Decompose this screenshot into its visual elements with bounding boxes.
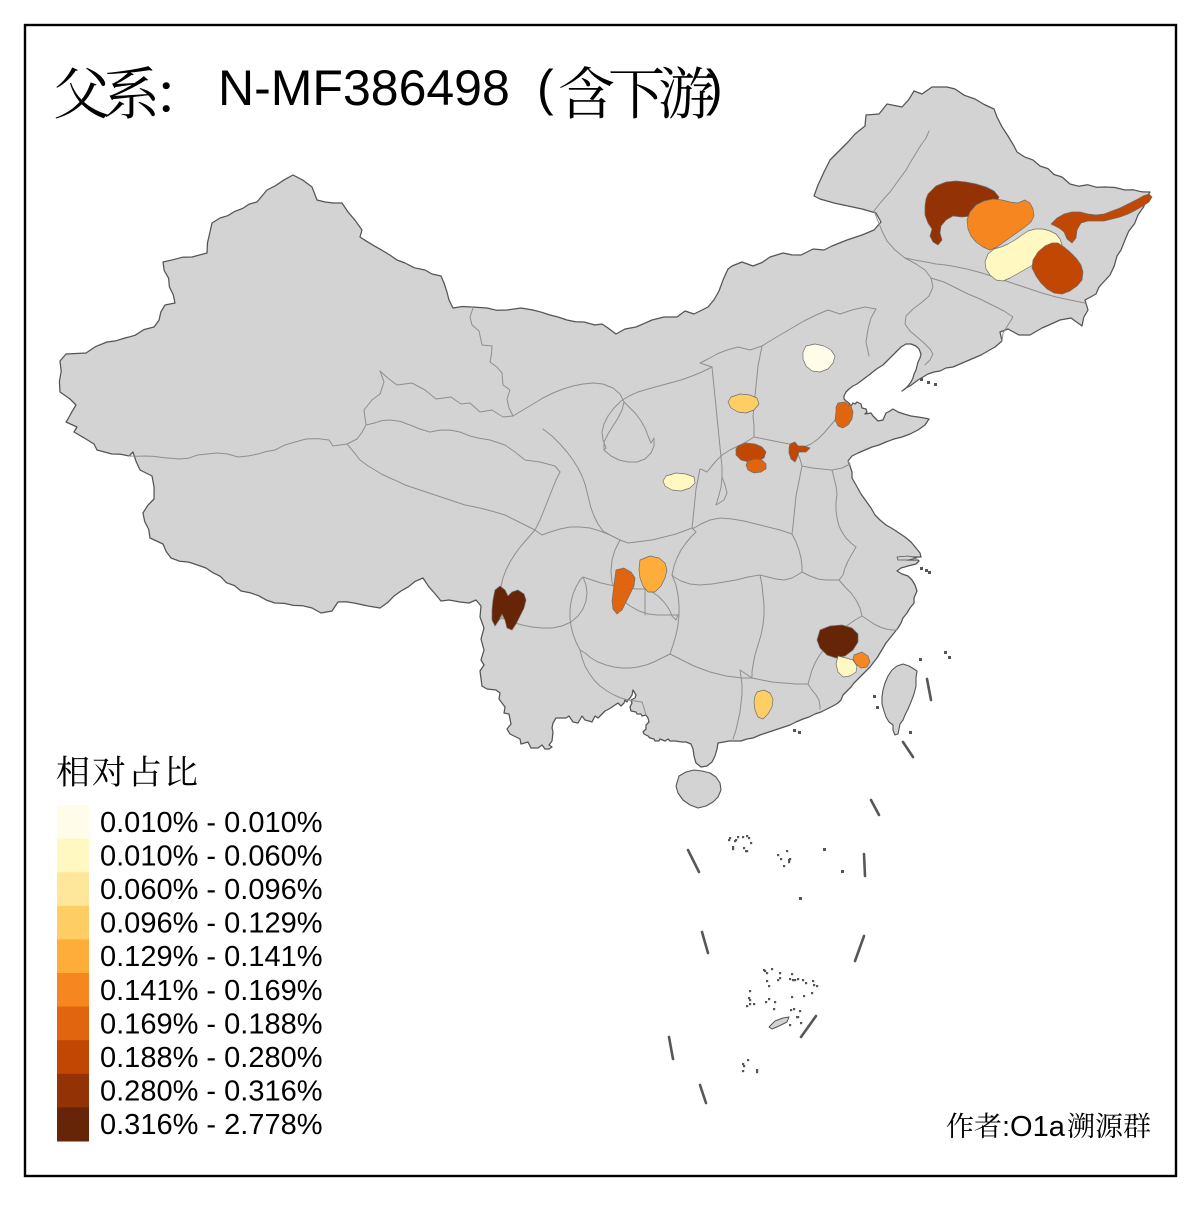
- svg-text:N-MF386498: N-MF386498: [218, 60, 510, 116]
- svg-text:0.129% - 0.141%: 0.129% - 0.141%: [100, 941, 322, 973]
- svg-text:0.060% - 0.096%: 0.060% - 0.096%: [100, 874, 322, 906]
- svg-text:): ): [706, 60, 723, 116]
- svg-text:0.316% - 2.778%: 0.316% - 2.778%: [100, 1109, 322, 1141]
- svg-text::O1a: :O1a: [1002, 1111, 1066, 1143]
- svg-text:0.010% - 0.060%: 0.010% - 0.060%: [100, 840, 322, 872]
- svg-text:0.096% - 0.129%: 0.096% - 0.129%: [100, 908, 322, 940]
- svg-text:0.169% - 0.188%: 0.169% - 0.188%: [100, 1008, 322, 1040]
- svg-text:0.280% - 0.316%: 0.280% - 0.316%: [100, 1076, 322, 1108]
- svg-text:0.188% - 0.280%: 0.188% - 0.280%: [100, 1042, 322, 1074]
- svg-text:0.141% - 0.169%: 0.141% - 0.169%: [100, 975, 322, 1007]
- svg-text:(: (: [537, 60, 554, 116]
- svg-text:0.010% - 0.010%: 0.010% - 0.010%: [100, 807, 322, 839]
